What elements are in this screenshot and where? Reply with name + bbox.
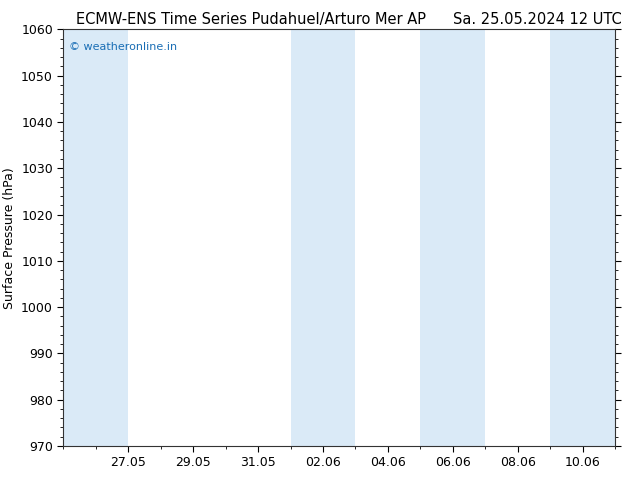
- Text: Sa. 25.05.2024 12 UTC: Sa. 25.05.2024 12 UTC: [453, 12, 621, 27]
- Y-axis label: Surface Pressure (hPa): Surface Pressure (hPa): [3, 167, 16, 309]
- Bar: [420, 29, 485, 446]
- Bar: [550, 29, 615, 446]
- Bar: [63, 29, 128, 446]
- Bar: [290, 29, 356, 446]
- Text: ECMW-ENS Time Series Pudahuel/Arturo Mer AP: ECMW-ENS Time Series Pudahuel/Arturo Mer…: [76, 12, 426, 27]
- Text: © weatheronline.in: © weatheronline.in: [69, 42, 177, 52]
